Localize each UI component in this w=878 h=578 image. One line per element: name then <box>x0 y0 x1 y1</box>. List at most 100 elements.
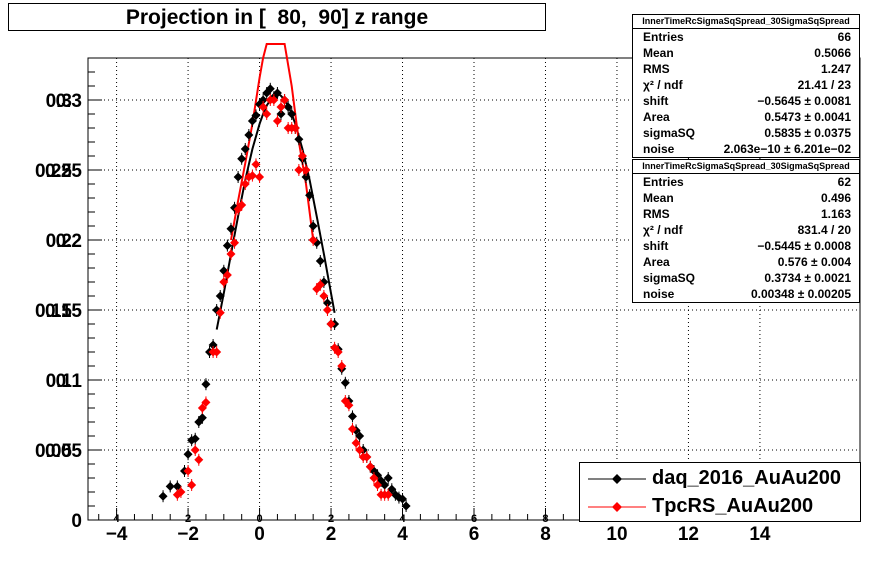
legend-label-daq: daq_2016_AuAu200 <box>652 467 841 489</box>
stats-header: InnerTimeRcSigmaSqSpread_30SigmaSqSpread <box>633 160 859 174</box>
data-point <box>176 487 186 497</box>
data-point <box>183 449 193 459</box>
data-point <box>383 473 393 483</box>
data-point <box>201 379 211 389</box>
x-tick-label-minor: 2 <box>185 513 191 525</box>
x-tick-label: −2 <box>177 524 199 545</box>
y-tick-label: 0.15 <box>45 301 82 322</box>
y-tick-label: 0.3 <box>56 91 82 112</box>
stats-row-entries: Entries 66 <box>633 29 859 45</box>
data-point <box>190 434 200 444</box>
data-point <box>197 413 207 423</box>
legend: daq_2016_AuAu200 TpcRS_AuAu200 <box>579 462 861 522</box>
stats-value: −0.5645 ± 0.0081 <box>757 94 851 108</box>
data-point <box>208 340 218 350</box>
stats-label: noise <box>643 142 675 156</box>
data-point <box>272 88 282 98</box>
data-point <box>165 481 175 491</box>
stats-value: 0.00348 ± 0.00205 <box>750 287 851 301</box>
data-point <box>347 424 357 434</box>
data-point <box>237 154 247 164</box>
data-point <box>244 130 254 140</box>
data-point <box>215 291 225 301</box>
stats-row-chi2: χ² / ndf 21.41 / 23 <box>633 77 859 93</box>
legend-marker-tpcrs <box>588 502 646 512</box>
data-point <box>276 109 286 119</box>
stats-row-mean: Mean 0.496 <box>633 190 859 206</box>
data-point <box>276 102 286 112</box>
data-point <box>290 123 300 133</box>
data-point <box>326 319 336 329</box>
stats-value: 66 <box>837 30 851 44</box>
x-tick-label-minor: 8 <box>542 513 548 525</box>
data-point <box>255 172 265 182</box>
data-point <box>269 95 279 105</box>
data-point <box>237 200 247 210</box>
data-point <box>212 347 222 357</box>
stats-value: 0.3734 ± 0.0021 <box>764 271 851 285</box>
legend-marker-daq <box>588 474 646 484</box>
x-tick-label: 12 <box>678 524 699 545</box>
data-point <box>315 256 325 266</box>
stats-label: noise <box>643 287 675 301</box>
data-point <box>283 102 293 112</box>
stats-row-entries: Entries 62 <box>633 174 859 190</box>
x-tick-label-minor: 4 <box>114 513 121 525</box>
data-point <box>301 172 311 182</box>
data-point <box>258 95 268 105</box>
data-point <box>347 411 357 421</box>
data-point <box>319 291 329 301</box>
y-tick-label-shadow: 0.15 <box>35 301 72 322</box>
x-tick-label: 8 <box>540 524 551 545</box>
data-point <box>226 224 236 234</box>
data-point <box>340 378 350 388</box>
stats-row-sigmasq: sigmaSQ 0.5835 ± 0.0375 <box>633 125 859 141</box>
data-point <box>247 171 257 181</box>
data-point <box>373 480 382 490</box>
data-point <box>398 494 408 504</box>
y-tick-label: 0.05 <box>45 441 82 462</box>
stats-row-mean: Mean 0.5066 <box>633 45 859 61</box>
stats-row-rms: RMS 1.247 <box>633 61 859 77</box>
legend-entry-tpcrs: TpcRS_AuAu200 <box>580 493 860 521</box>
y-tick-label: 0.1 <box>56 371 83 392</box>
stats-row-chi2: χ² / ndf 831.4 / 20 <box>633 222 859 238</box>
stats-header: InnerTimeRcSigmaSqSpread_30SigmaSqSpread <box>633 15 859 29</box>
data-point <box>233 172 243 182</box>
data-point <box>322 298 332 308</box>
x-tick-label: 4 <box>397 524 408 545</box>
data-point <box>197 403 207 413</box>
data-point <box>365 462 375 472</box>
data-point <box>351 438 361 448</box>
data-point <box>265 84 275 94</box>
data-point <box>337 361 347 371</box>
stats-value: 2.063e−10 ± 6.201e−02 <box>723 142 851 156</box>
stats-row-area: Area 0.576 ± 0.004 <box>633 254 859 270</box>
x-tick-label: −4 <box>106 524 128 545</box>
data-point <box>247 116 257 126</box>
data-point <box>226 249 236 259</box>
y-tick-label-shadow: 0.25 <box>35 161 72 182</box>
data-point <box>262 109 272 119</box>
x-tick-label: 0 <box>254 524 265 545</box>
stats-row-noise: noise 0.00348 ± 0.00205 <box>633 286 859 302</box>
x-tick-label-minor: 6 <box>471 513 477 525</box>
data-point <box>401 501 411 511</box>
x-tick-label: 2 <box>326 524 337 545</box>
data-point <box>297 151 307 161</box>
legend-entry-daq: daq_2016_AuAu200 <box>580 465 860 493</box>
stats-label: Mean <box>643 46 674 60</box>
stats-value: 0.576 ± 0.004 <box>777 255 851 269</box>
data-point <box>287 109 297 119</box>
data-point <box>222 241 232 251</box>
stats-value: 1.163 <box>820 207 851 221</box>
data-point <box>251 110 261 120</box>
stats-label: shift <box>643 94 669 108</box>
stats-row-noise: noise 2.063e−10 ± 6.201e−02 <box>633 141 859 157</box>
data-point <box>294 165 304 175</box>
stats-value: 62 <box>837 175 851 189</box>
stats-value: 831.4 / 20 <box>797 223 851 237</box>
data-point <box>222 270 232 280</box>
data-point <box>369 473 379 483</box>
stats-label: χ² / ndf <box>643 78 683 92</box>
